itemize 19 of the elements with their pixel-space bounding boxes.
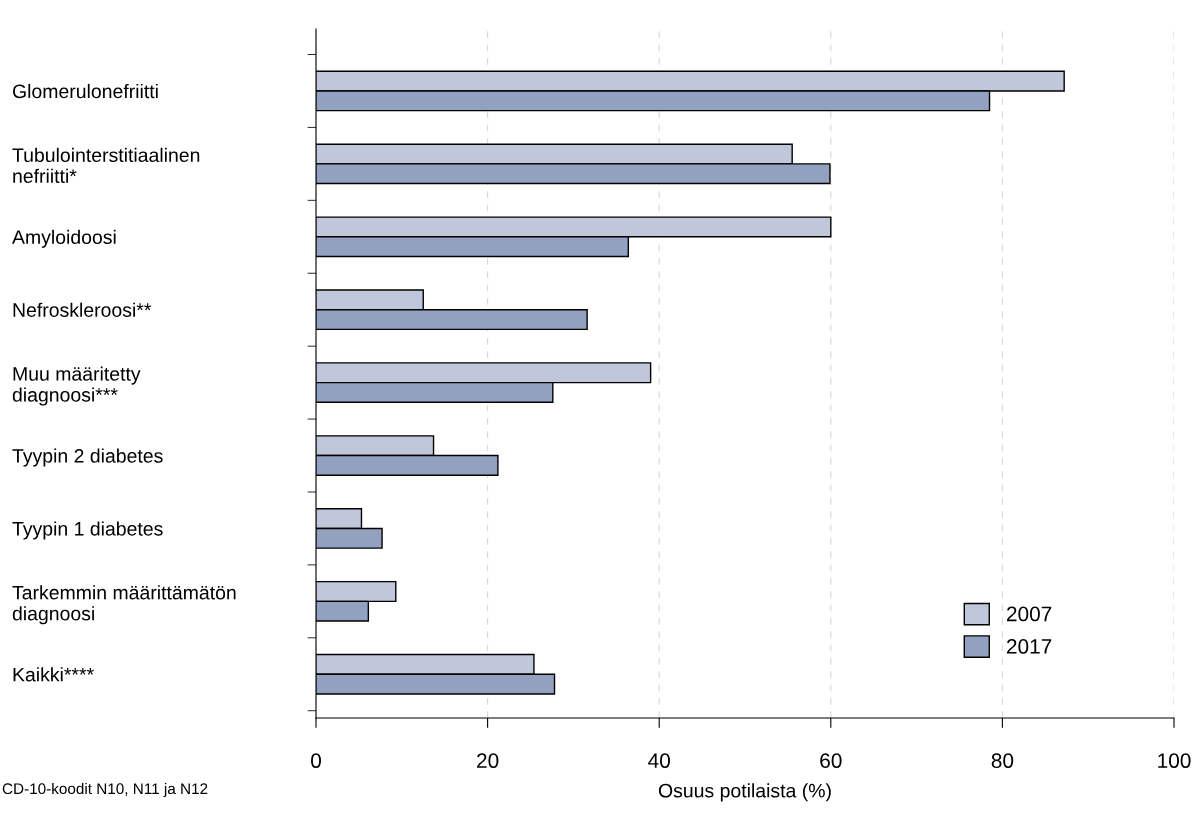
y-tick-label: Tyypin 2 diabetes <box>12 448 163 467</box>
text: CD-10-koodit N10, N11 ja N12 <box>2 782 208 798</box>
x-tick-label: 0 <box>311 753 321 769</box>
y-tick-label: Tubulointerstitiaalinen nefriitti* <box>12 147 200 183</box>
x-axis-title: Osuus potilaista (%) <box>658 783 831 802</box>
legend-label: 2007 <box>1007 606 1052 622</box>
legend-label: 2017 <box>1007 639 1052 654</box>
x-tick-label: 60 <box>820 753 842 769</box>
x-tick-label: 40 <box>648 753 670 769</box>
x-tick-label: 100 <box>1158 753 1191 769</box>
x-tick-label: 20 <box>477 753 499 769</box>
y-tick-label: Amyloidoosi <box>12 229 116 248</box>
y-tick-label: Nefroskleroosi** <box>13 302 152 317</box>
y-tick-label: Muu määritetty diagnoosi*** <box>12 366 141 406</box>
y-tick-label: Kaikki**** <box>13 667 94 682</box>
x-tick-label: 80 <box>991 753 1014 769</box>
y-tick-label: Tarkemmin määrittämätön diagnoosi <box>12 585 236 625</box>
y-tick-label: Tyypin 1 diabetes <box>12 521 163 540</box>
y-tick-label: Glomerulonefriitti <box>12 83 158 99</box>
